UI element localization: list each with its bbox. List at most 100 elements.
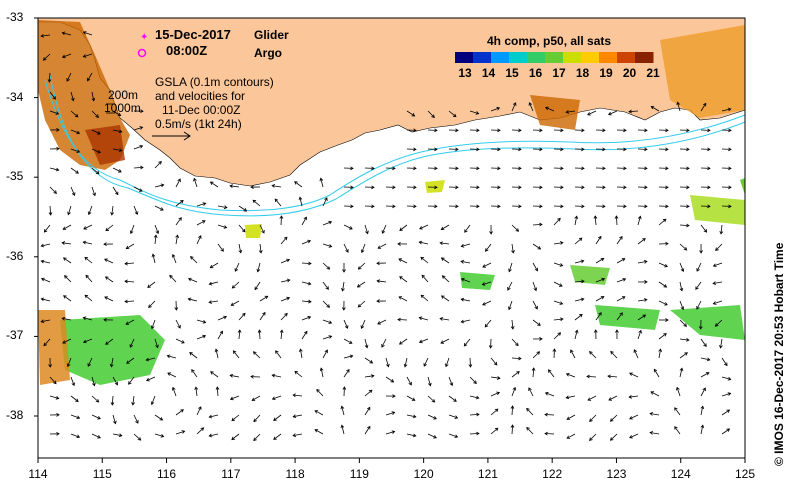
velocity-arrow [721, 409, 730, 416]
velocity-arrow [385, 376, 394, 383]
colorbar-segment [545, 52, 564, 63]
velocity-arrow [70, 110, 79, 118]
velocity-arrow [343, 243, 349, 253]
velocity-arrow [210, 371, 219, 378]
colorbar-label: 15 [505, 66, 519, 80]
velocity-arrow [70, 91, 74, 101]
velocity-arrow [574, 260, 584, 264]
velocity-arrow [574, 280, 585, 283]
velocity-arrow [49, 376, 57, 384]
velocity-arrow [253, 414, 261, 422]
x-tick-label: 123 [606, 467, 627, 481]
velocity-arrow [511, 424, 513, 435]
velocity-arrow [421, 274, 429, 283]
colorbar-segment [473, 52, 492, 63]
velocity-arrow [259, 329, 261, 340]
velocity-arrow [299, 197, 303, 207]
velocity-arrow [133, 186, 143, 192]
velocity-arrow [482, 281, 492, 285]
velocity-arrow [49, 395, 59, 399]
velocity-arrow [469, 357, 471, 368]
velocity-arrow [574, 298, 584, 302]
velocity-arrow [398, 296, 408, 302]
velocity-arrow [511, 319, 514, 330]
velocity-arrow [254, 281, 261, 290]
velocity-arrow [529, 102, 534, 112]
velocity-arrow [679, 224, 690, 226]
velocity-arrow [154, 235, 157, 245]
velocity-arrow [154, 414, 163, 421]
x-tick-label: 125 [734, 467, 756, 481]
velocity-arrow [616, 236, 623, 245]
velocity-arrow [448, 395, 457, 402]
x-tick-label: 124 [670, 467, 691, 481]
velocity-arrow [91, 186, 96, 196]
isobath-200m [44, 79, 746, 212]
velocity-arrow [124, 300, 135, 302]
velocity-arrow [294, 371, 303, 378]
velocity-arrow [420, 294, 429, 302]
map-frame [37, 17, 746, 459]
velocity-arrow [566, 395, 576, 399]
velocity-arrow [124, 262, 135, 265]
velocity-arrow [532, 319, 541, 326]
velocity-arrow [616, 278, 626, 283]
velocity-arrow [257, 262, 261, 272]
velocity-arrow [700, 357, 710, 361]
velocity-arrow [209, 414, 219, 418]
velocity-arrow [532, 224, 543, 226]
velocity-arrow [715, 243, 723, 251]
velocity-arrow [553, 332, 561, 340]
velocity-arrow [301, 316, 311, 321]
velocity-arrow [322, 221, 332, 226]
velocity-arrow [196, 235, 202, 245]
velocity-arrow [49, 186, 57, 194]
velocity-arrow [217, 331, 223, 340]
velocity-arrow [259, 295, 268, 302]
velocity-arrow [301, 262, 312, 264]
velocity-arrow [574, 330, 578, 340]
velocity-arrow [385, 412, 395, 416]
velocity-arrow [175, 200, 184, 207]
velocity-arrow [469, 395, 479, 399]
velocity-arrow [427, 110, 435, 118]
velocity-arrow [532, 351, 540, 359]
info-line-4: 0.5m/s (1kt 24h) [155, 117, 242, 131]
velocity-arrow [448, 414, 458, 419]
x-tick-label: 121 [477, 467, 498, 481]
velocity-arrow [382, 224, 387, 234]
velocity-arrow [91, 110, 99, 118]
velocity-arrow [490, 107, 500, 112]
velocity-arrow [358, 262, 366, 270]
x-tick-label: 116 [156, 467, 177, 481]
velocity-arrow [507, 281, 513, 291]
velocity-arrow [574, 237, 583, 245]
velocity-arrow [273, 433, 282, 440]
velocity-arrow [406, 395, 415, 401]
velocity-arrow [234, 262, 240, 272]
colorbar-segment [455, 52, 474, 63]
velocity-arrow [532, 281, 537, 291]
velocity-arrow [112, 433, 122, 437]
velocity-arrow [511, 371, 520, 378]
velocity-arrow [253, 351, 261, 359]
velocity-arrow [589, 351, 597, 359]
velocity-arrow [377, 319, 387, 325]
velocity-arrow [490, 408, 499, 416]
velocity-arrow [301, 331, 308, 340]
velocity-arrow [595, 236, 602, 245]
velocity-arrow [62, 338, 72, 344]
velocity-arrow [152, 254, 156, 264]
velocity-arrow [427, 414, 437, 420]
velocity-arrow [610, 351, 618, 359]
y-tick-label: -34 [6, 89, 24, 104]
velocity-arrow [532, 262, 538, 271]
info-line-3: 11-Dec 00:00Z [162, 103, 241, 117]
velocity-arrow [511, 387, 516, 397]
velocity-arrow [700, 425, 704, 435]
velocity-arrow [440, 242, 450, 245]
velocity-arrow [210, 181, 219, 188]
velocity-arrow [553, 348, 555, 359]
velocity-arrow [133, 167, 144, 169]
velocity-arrow [695, 281, 702, 290]
